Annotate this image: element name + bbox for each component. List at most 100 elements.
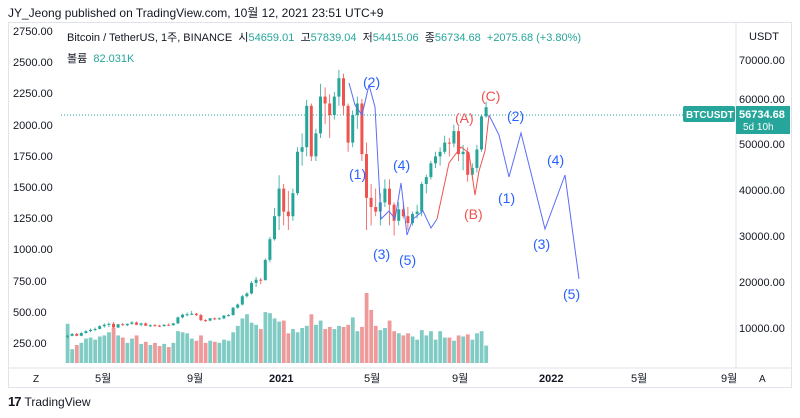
chart-legend: Bitcoin / TetherUS, 1주, BINANCE 시54659.0…: [67, 29, 581, 66]
right-price-axis[interactable]: USDT 70000.00 60000.00 50000.00 40000.00…: [739, 31, 785, 335]
volume-bar: [65, 323, 70, 363]
volume-bar: [341, 326, 346, 363]
candle-body: [475, 149, 479, 168]
volume-bar: [304, 325, 309, 363]
publish-info: JY_Jeong published on TradingView.com, 1…: [8, 6, 384, 20]
close-value: 56734.68: [434, 32, 481, 44]
candle-body: [167, 324, 171, 326]
candle-body: [480, 116, 483, 150]
projection-label-4: (4): [547, 152, 564, 168]
open-label: 시: [238, 32, 249, 44]
candle-body: [355, 103, 359, 115]
candle-body: [415, 211, 419, 214]
wave-label-a: (A): [455, 110, 474, 126]
volume-bar: [263, 312, 268, 363]
publish-header: JY_Jeong published on TradingView.com, 1…: [0, 0, 800, 22]
volume-bar: [433, 339, 438, 363]
time-axis-label: 2021: [269, 373, 293, 385]
volume-bar: [134, 335, 139, 363]
candle-body: [158, 325, 161, 327]
candle-body: [89, 329, 92, 332]
candle-body: [194, 313, 198, 316]
wave-label-top-2: (2): [363, 74, 380, 90]
time-axis-label: 9월: [452, 372, 468, 385]
projection-line: [488, 114, 580, 280]
zoom-button[interactable]: [28, 371, 44, 385]
volume-bar: [254, 324, 259, 363]
right-axis-label: 50000.00: [739, 139, 785, 151]
chart-area[interactable]: (2) (1) (4) (3) (5) (A) (B) (C) (2) (1) …: [8, 22, 792, 388]
candle-body: [217, 318, 221, 320]
volume-bar: [180, 332, 185, 363]
volume-bar: [70, 349, 75, 363]
volume-bar: [231, 332, 236, 363]
volume-bar: [355, 331, 360, 363]
candle-body: [116, 324, 120, 328]
candle-body: [98, 326, 102, 329]
candle-body: [484, 107, 488, 117]
volume-bar: [318, 320, 323, 363]
symbol-tag: BTCUSDT: [686, 110, 734, 121]
candle-body: [176, 317, 180, 324]
volume-bar: [295, 332, 300, 363]
volume-bar: [424, 335, 429, 363]
volume-bar: [88, 337, 93, 363]
candle-body: [457, 131, 460, 155]
wave-label-b: (B): [464, 206, 483, 222]
volume-bar: [392, 331, 397, 363]
candle-body: [388, 188, 391, 205]
candle-body: [135, 322, 138, 325]
volume-bar: [314, 324, 318, 363]
volume-bar: [153, 342, 157, 363]
candle-body: [291, 193, 295, 217]
volume-bar: [461, 336, 466, 363]
right-axis-label: 40000.00: [739, 185, 785, 197]
candle-body: [222, 315, 226, 319]
volume-bar: [107, 332, 111, 363]
left-axis-label: 750.00: [13, 276, 47, 288]
volume-bar: [484, 345, 489, 363]
candle-body: [452, 131, 456, 144]
candle-body: [424, 177, 428, 184]
volume-bar: [429, 331, 433, 363]
chart-canvas[interactable]: (2) (1) (4) (3) (5) (A) (B) (C) (2) (1) …: [9, 23, 791, 387]
candle-body: [70, 333, 74, 336]
close-label: 종: [424, 32, 435, 44]
volume-bar: [116, 335, 121, 363]
candle-body: [66, 335, 69, 337]
projection-label-2: (2): [507, 108, 524, 124]
price-tag-bg: [736, 106, 790, 134]
volume-label: 볼륨: [67, 53, 88, 65]
candle-body: [369, 197, 373, 207]
candle-body: [282, 188, 286, 212]
volume-bar: [97, 336, 102, 363]
volume-bar: [245, 314, 249, 363]
volume-bar: [208, 340, 213, 363]
projection-label-3: (3): [533, 236, 550, 252]
volume-bar: [442, 337, 447, 363]
volume-bar: [470, 339, 475, 363]
symbol-tag-bg: [683, 106, 735, 122]
candle-body: [470, 167, 474, 175]
volume-bar: [222, 339, 226, 363]
candle-body: [328, 103, 332, 115]
volume-bar: [120, 337, 125, 363]
zoom-button-label[interactable]: Z: [33, 374, 39, 385]
candle-body: [346, 105, 350, 143]
volume-bar: [383, 328, 387, 363]
volume-bar: [143, 341, 148, 363]
volume-bar: [291, 329, 295, 363]
volume-bar: [199, 335, 203, 363]
candle-body: [296, 151, 299, 194]
symbol-title[interactable]: Bitcoin / TetherUS, 1주, BINANCE: [67, 32, 233, 44]
time-axis[interactable]: Z 5월 9월 2021 5월 9월 2022 5월 9월 A: [28, 371, 766, 385]
volume-bar: [171, 342, 176, 363]
candle-body: [181, 314, 184, 318]
candle-body: [153, 325, 157, 327]
volume-bar: [438, 331, 443, 363]
auto-scale-button[interactable]: A: [759, 374, 766, 385]
right-axis-label: 30000.00: [739, 231, 785, 243]
change-value: +2075.68 (+3.80%): [486, 32, 582, 44]
volume-bar: [212, 341, 217, 363]
legend-ohlc-row: Bitcoin / TetherUS, 1주, BINANCE 시54659.0…: [67, 29, 581, 45]
